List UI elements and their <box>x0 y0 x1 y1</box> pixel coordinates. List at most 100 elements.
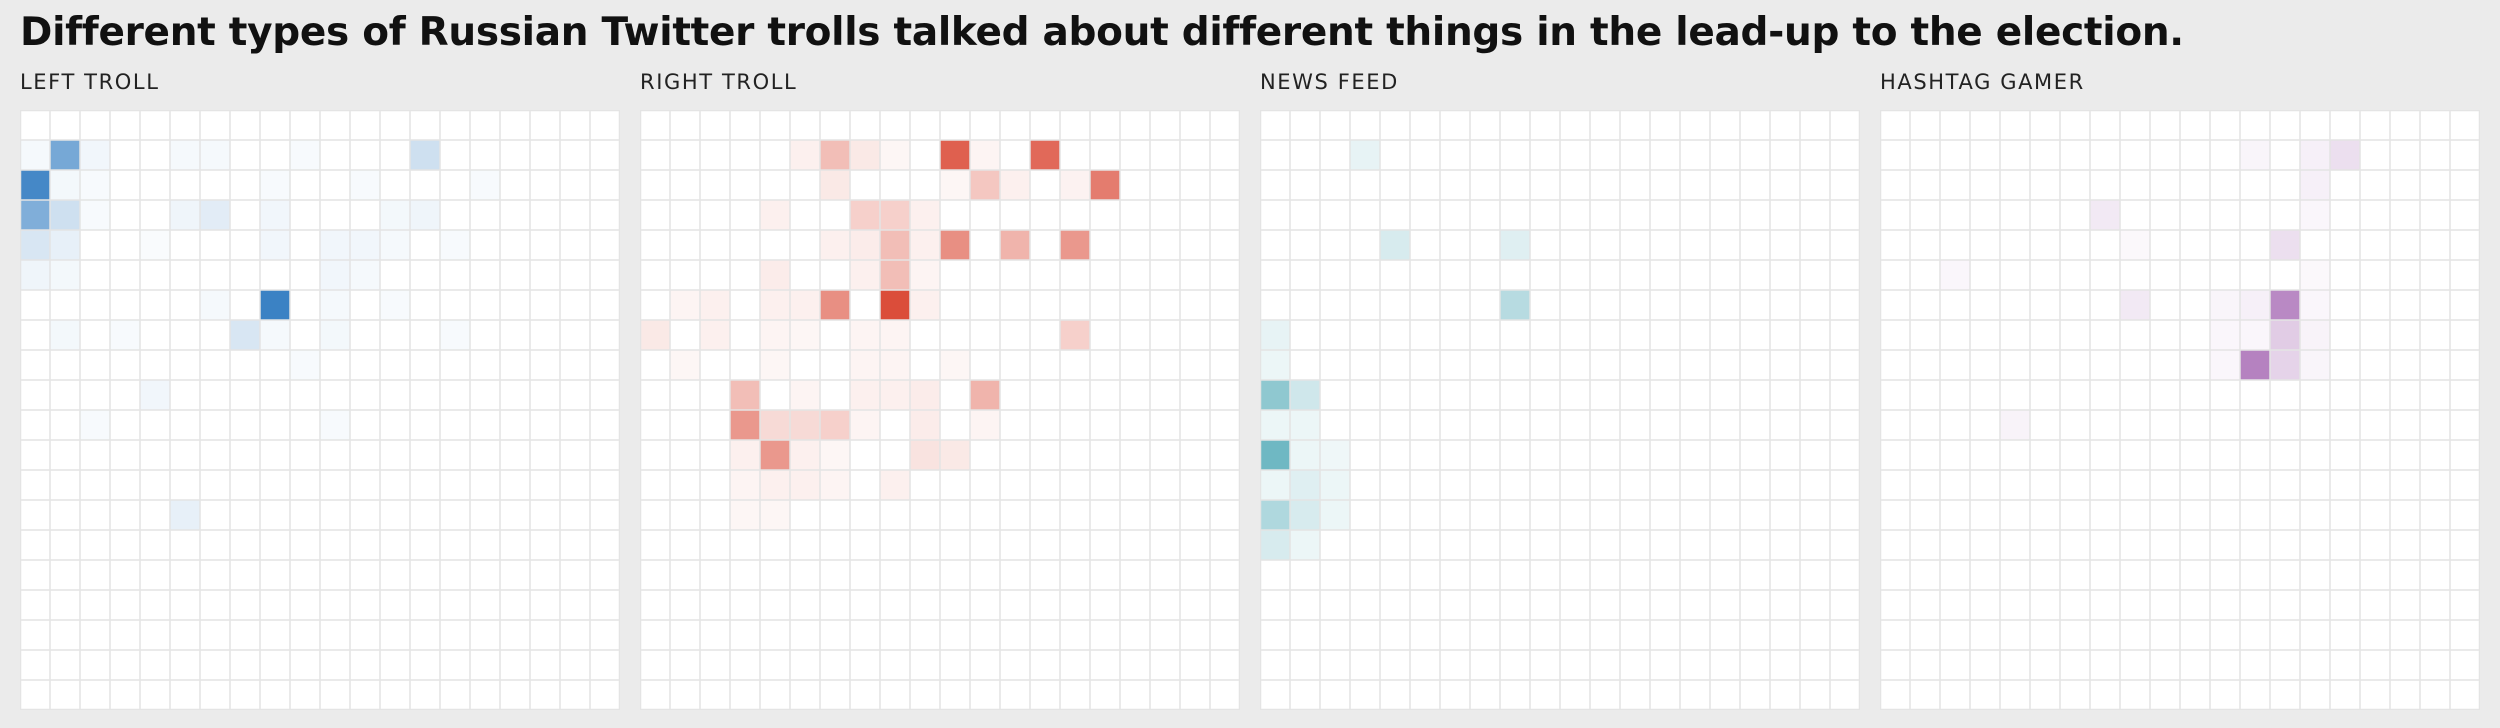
heatmap-cell-left-troll-1-4 <box>50 230 80 260</box>
heatmap-cell-hashtag-gamer-14-2 <box>2300 170 2330 200</box>
panel-label-left-troll: LEFT TROLL <box>20 70 160 94</box>
heatmap-cell-right-troll-9-10 <box>910 410 940 440</box>
heatmap-cell-right-troll-7-7 <box>850 320 880 350</box>
heatmap-cell-news-feed-2-12 <box>1320 470 1350 500</box>
heatmap-cell-hashtag-gamer-7-3 <box>2090 200 2120 230</box>
heatmap-cell-right-troll-1-8 <box>670 350 700 380</box>
heatmap-cell-right-troll-4-8 <box>760 350 790 380</box>
heatmap-cell-right-troll-8-4 <box>880 230 910 260</box>
heatmap-right-troll-svg <box>640 110 1240 710</box>
heatmap-cell-right-troll-4-5 <box>760 260 790 290</box>
heatmap-cell-right-troll-11-1 <box>970 140 1000 170</box>
heatmap-cell-left-troll-0-2 <box>20 170 50 200</box>
heatmap-cell-hashtag-gamer-12-7 <box>2240 320 2270 350</box>
heatmap-cell-left-troll-1-7 <box>50 320 80 350</box>
heatmap-cell-right-troll-3-13 <box>730 500 760 530</box>
heatmap-cell-right-troll-8-12 <box>880 470 910 500</box>
heatmap-cell-left-troll-0-3 <box>20 200 50 230</box>
heatmap-cell-right-troll-3-9 <box>730 380 760 410</box>
heatmap-cell-news-feed-0-7 <box>1260 320 1290 350</box>
heatmap-cell-right-troll-7-5 <box>850 260 880 290</box>
heatmap-cell-left-troll-2-1 <box>80 140 110 170</box>
heatmap-cell-news-feed-3-1 <box>1350 140 1380 170</box>
heatmap-cell-hashtag-gamer-12-1 <box>2240 140 2270 170</box>
heatmap-cell-left-troll-0-4 <box>20 230 50 260</box>
heatmap-cell-right-troll-5-6 <box>790 290 820 320</box>
panel-label-hashtag-gamer: HASHTAG GAMER <box>1880 70 2085 94</box>
heatmap-cell-right-troll-6-10 <box>820 410 850 440</box>
heatmap-cell-left-troll-10-4 <box>320 230 350 260</box>
heatmap-cell-hashtag-gamer-14-3 <box>2300 200 2330 230</box>
heatmap-cell-hashtag-gamer-4-10 <box>2000 410 2030 440</box>
heatmap-news-feed <box>1260 110 1860 710</box>
heatmap-cell-right-troll-9-11 <box>910 440 940 470</box>
heatmap-cell-right-troll-2-7 <box>700 320 730 350</box>
heatmap-cell-right-troll-3-10 <box>730 410 760 440</box>
heatmap-cell-left-troll-7-7 <box>230 320 260 350</box>
heatmap-cell-left-troll-0-5 <box>20 260 50 290</box>
heatmap-cell-left-troll-12-4 <box>380 230 410 260</box>
heatmap-cell-right-troll-6-6 <box>820 290 850 320</box>
heatmap-cell-hashtag-gamer-8-4 <box>2120 230 2150 260</box>
heatmap-cell-left-troll-14-4 <box>440 230 470 260</box>
page-title: Different types of Russian Twitter troll… <box>20 10 2184 55</box>
heatmap-cell-left-troll-1-5 <box>50 260 80 290</box>
heatmap-cell-hashtag-gamer-12-8 <box>2240 350 2270 380</box>
heatmap-cell-left-troll-3-7 <box>110 320 140 350</box>
heatmap-cell-right-troll-5-12 <box>790 470 820 500</box>
heatmap-cell-hashtag-gamer-11-8 <box>2210 350 2240 380</box>
heatmap-cell-left-troll-6-3 <box>200 200 230 230</box>
heatmap-cell-right-troll-8-3 <box>880 200 910 230</box>
heatmap-cell-news-feed-0-13 <box>1260 500 1290 530</box>
heatmap-cell-hashtag-gamer-12-6 <box>2240 290 2270 320</box>
heatmap-cell-right-troll-8-6 <box>880 290 910 320</box>
heatmap-cell-hashtag-gamer-11-6 <box>2210 290 2240 320</box>
heatmap-cell-right-troll-6-12 <box>820 470 850 500</box>
heatmap-cell-left-troll-10-10 <box>320 410 350 440</box>
heatmap-cell-left-troll-8-3 <box>260 200 290 230</box>
heatmap-cell-news-feed-2-13 <box>1320 500 1350 530</box>
heatmap-cell-right-troll-7-8 <box>850 350 880 380</box>
heatmap-cell-news-feed-0-14 <box>1260 530 1290 560</box>
heatmap-cell-news-feed-1-13 <box>1290 500 1320 530</box>
panel-label-right-troll: RIGHT TROLL <box>640 70 798 94</box>
heatmap-cell-left-troll-5-3 <box>170 200 200 230</box>
heatmap-cell-left-troll-8-2 <box>260 170 290 200</box>
heatmap-cell-left-troll-2-2 <box>80 170 110 200</box>
heatmap-cell-news-feed-0-12 <box>1260 470 1290 500</box>
heatmap-cell-right-troll-10-2 <box>940 170 970 200</box>
heatmap-cell-right-troll-7-10 <box>850 410 880 440</box>
heatmap-cell-hashtag-gamer-13-7 <box>2270 320 2300 350</box>
heatmap-cell-left-troll-11-5 <box>350 260 380 290</box>
heatmap-cell-right-troll-10-11 <box>940 440 970 470</box>
heatmap-cell-left-troll-5-13 <box>170 500 200 530</box>
heatmap-cell-hashtag-gamer-14-5 <box>2300 260 2330 290</box>
heatmap-cell-hashtag-gamer-13-4 <box>2270 230 2300 260</box>
heatmap-cell-hashtag-gamer-15-1 <box>2330 140 2360 170</box>
heatmap-news-feed-svg <box>1260 110 1860 710</box>
heatmap-cell-right-troll-6-11 <box>820 440 850 470</box>
heatmap-cell-right-troll-15-2 <box>1090 170 1120 200</box>
heatmap-cell-right-troll-9-6 <box>910 290 940 320</box>
heatmap-cell-right-troll-14-7 <box>1060 320 1090 350</box>
heatmap-cell-left-troll-2-3 <box>80 200 110 230</box>
heatmap-cell-hashtag-gamer-8-6 <box>2120 290 2150 320</box>
heatmap-cell-left-troll-11-2 <box>350 170 380 200</box>
heatmap-cell-right-troll-4-11 <box>760 440 790 470</box>
heatmap-cell-hashtag-gamer-13-6 <box>2270 290 2300 320</box>
heatmap-cell-right-troll-4-12 <box>760 470 790 500</box>
heatmap-cell-left-troll-10-7 <box>320 320 350 350</box>
heatmap-cell-left-troll-1-2 <box>50 170 80 200</box>
heatmap-cell-right-troll-8-8 <box>880 350 910 380</box>
heatmap-hashtag-gamer-svg <box>1880 110 2480 710</box>
heatmap-cell-news-feed-0-11 <box>1260 440 1290 470</box>
heatmap-cell-left-troll-12-3 <box>380 200 410 230</box>
heatmap-cell-left-troll-10-6 <box>320 290 350 320</box>
heatmap-cell-news-feed-1-10 <box>1290 410 1320 440</box>
heatmap-cell-right-troll-7-9 <box>850 380 880 410</box>
heatmap-cell-hashtag-gamer-14-8 <box>2300 350 2330 380</box>
heatmap-cell-right-troll-10-1 <box>940 140 970 170</box>
heatmap-cell-hashtag-gamer-14-7 <box>2300 320 2330 350</box>
heatmap-cell-right-troll-7-1 <box>850 140 880 170</box>
heatmap-cell-right-troll-9-5 <box>910 260 940 290</box>
